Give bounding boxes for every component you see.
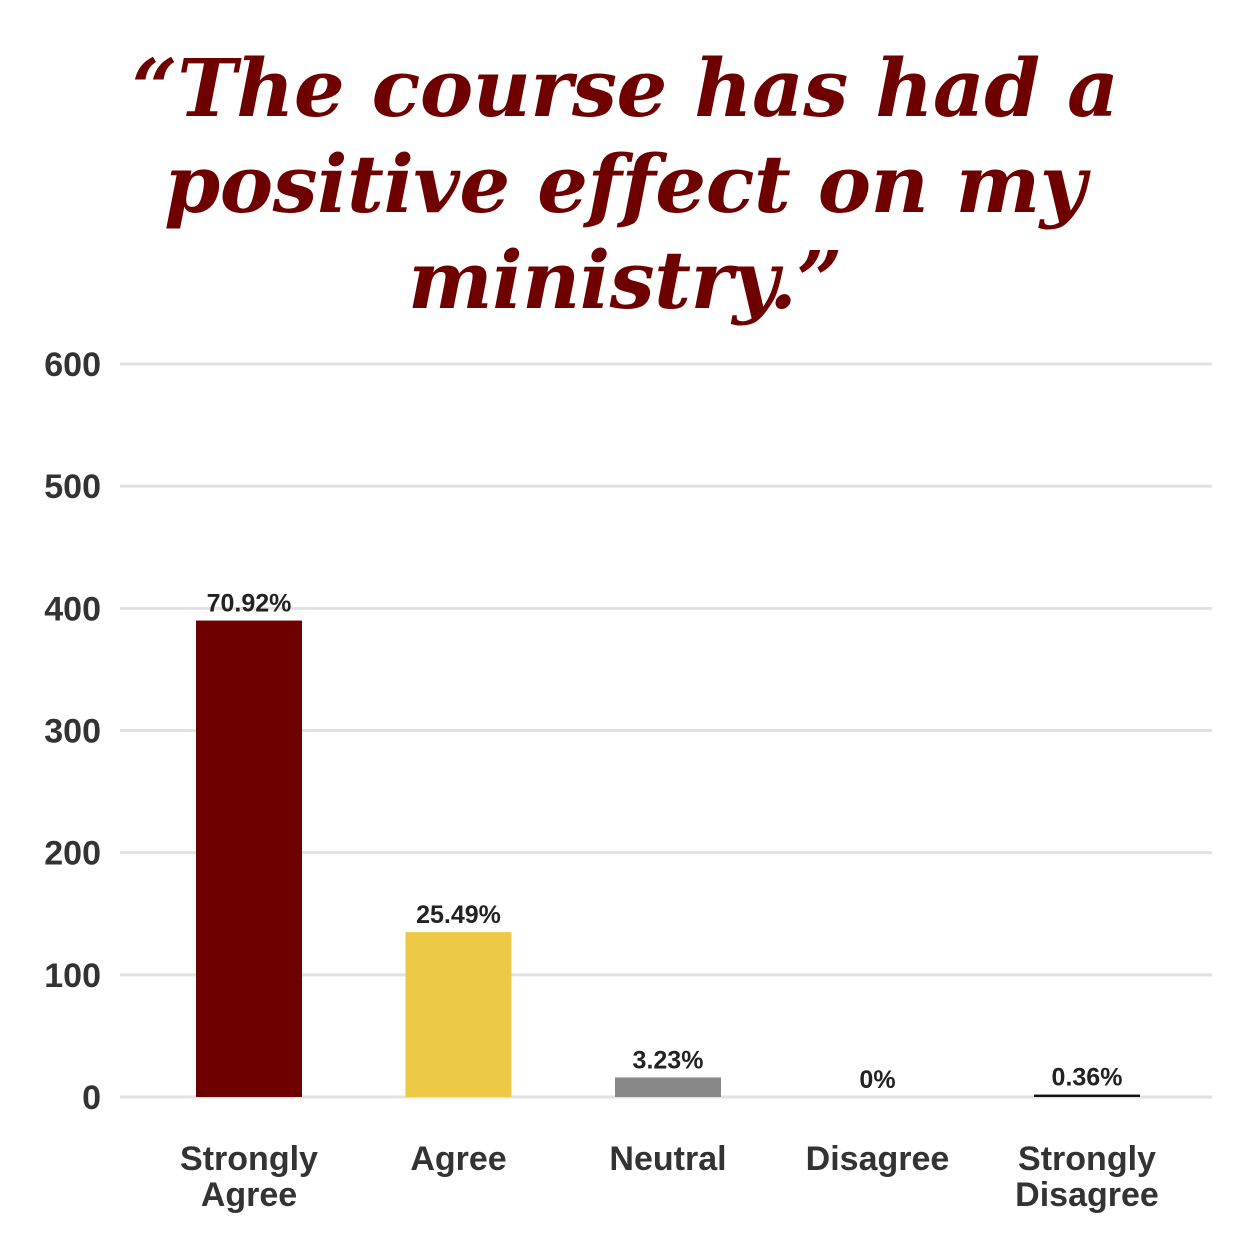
bar bbox=[1034, 1094, 1140, 1097]
x-tick-label: Disagree bbox=[806, 1140, 950, 1178]
data-label: 0.36% bbox=[1052, 1064, 1123, 1092]
chart-title: “The course has had a positive effect on… bbox=[131, 41, 1119, 327]
data-label: 3.23% bbox=[633, 1046, 704, 1074]
data-label: 0% bbox=[859, 1066, 895, 1094]
bar bbox=[196, 620, 302, 1097]
y-tick-label: 0 bbox=[82, 1079, 101, 1117]
data-label: 70.92% bbox=[207, 590, 292, 618]
y-tick-label: 600 bbox=[44, 346, 101, 384]
x-tick-label: Agree bbox=[410, 1140, 506, 1178]
data-labels: 70.92% 25.49% 3.23% 0% 0.36% bbox=[207, 590, 1123, 1094]
data-label: 25.49% bbox=[416, 901, 501, 929]
bar bbox=[405, 932, 512, 1097]
y-tick-label: 300 bbox=[44, 713, 101, 751]
bars bbox=[196, 620, 1140, 1097]
x-tick-label: Strongly Agree bbox=[180, 1140, 318, 1214]
y-tick-label: 100 bbox=[44, 957, 101, 995]
y-tick-label: 200 bbox=[44, 835, 101, 873]
x-axis-ticks: Strongly Agree Agree Neutral Disagree Strongl… bbox=[180, 1140, 1159, 1214]
y-tick-label: 400 bbox=[44, 590, 101, 628]
x-tick-label: Strongly Disagree bbox=[1015, 1140, 1159, 1214]
y-tick-label: 500 bbox=[44, 468, 101, 506]
y-axis-ticks: 0 100 200 300 400 500 600 bbox=[44, 346, 101, 1117]
bar bbox=[615, 1077, 721, 1097]
x-tick-label: Neutral bbox=[609, 1140, 726, 1178]
